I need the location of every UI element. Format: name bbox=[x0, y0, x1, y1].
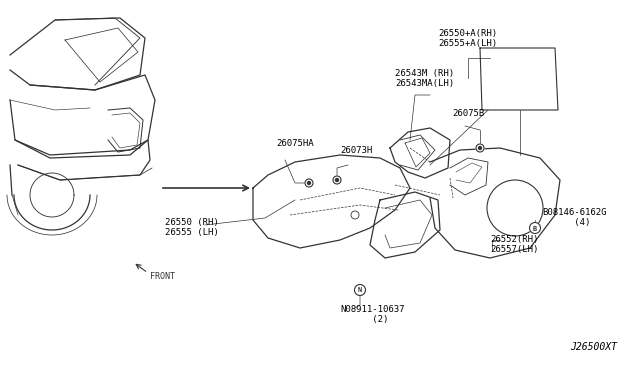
Text: B08146-6162G
      (4): B08146-6162G (4) bbox=[542, 208, 607, 227]
Text: 26543M (RH)
26543MA(LH): 26543M (RH) 26543MA(LH) bbox=[395, 68, 454, 88]
Text: B: B bbox=[533, 225, 537, 231]
Circle shape bbox=[305, 179, 313, 187]
Text: 26073H: 26073H bbox=[340, 146, 372, 155]
Text: N: N bbox=[358, 288, 362, 294]
Text: 26552(RH)
26557(LH): 26552(RH) 26557(LH) bbox=[490, 235, 538, 254]
Circle shape bbox=[333, 176, 341, 184]
Text: 26075B: 26075B bbox=[452, 109, 484, 118]
Text: N08911-10637
      (2): N08911-10637 (2) bbox=[340, 305, 404, 324]
Circle shape bbox=[529, 222, 541, 234]
Text: 26550 (RH)
26555 (LH): 26550 (RH) 26555 (LH) bbox=[165, 218, 219, 237]
Text: 26075HA: 26075HA bbox=[276, 139, 314, 148]
Circle shape bbox=[355, 285, 365, 295]
Circle shape bbox=[335, 179, 339, 182]
Circle shape bbox=[476, 144, 484, 152]
Circle shape bbox=[307, 182, 310, 185]
Text: 26550+A(RH)
26555+A(LH): 26550+A(RH) 26555+A(LH) bbox=[438, 29, 497, 48]
Text: FRONT: FRONT bbox=[150, 272, 175, 281]
Circle shape bbox=[479, 147, 481, 150]
Text: J26500XT: J26500XT bbox=[570, 342, 617, 352]
